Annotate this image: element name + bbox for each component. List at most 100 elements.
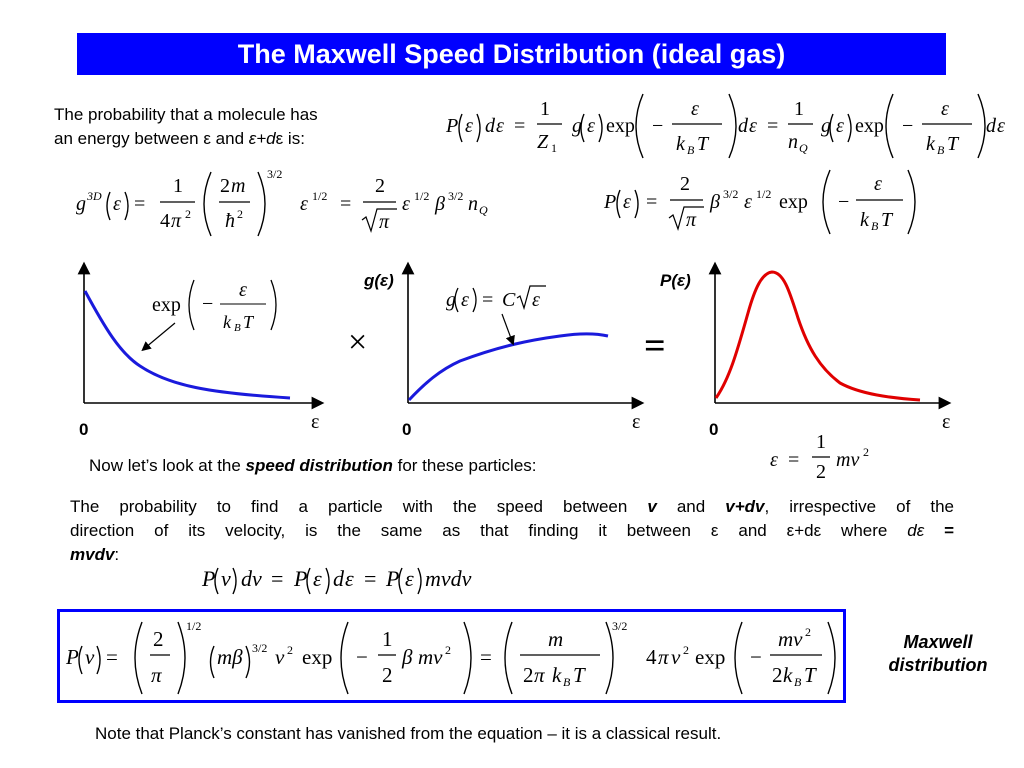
- speed-distribution-line: Now let’s look at the speed distribution…: [89, 454, 537, 478]
- svg-text:v: v: [85, 645, 95, 669]
- svg-text:g: g: [572, 115, 582, 137]
- exp-annotation-label: exp: [152, 294, 181, 316]
- svg-text:C: C: [502, 289, 516, 311]
- intro-text: The probability that a molecule has an e…: [54, 103, 419, 151]
- svg-text:2: 2: [220, 175, 230, 197]
- intro-and: and: [210, 129, 249, 148]
- svg-text:ε: ε: [313, 566, 322, 591]
- prob-eps: ε: [710, 521, 719, 540]
- svg-text:T: T: [947, 133, 960, 155]
- prob-mvdv: mvdv: [70, 545, 115, 564]
- probability-paragraph: The probability to find a particle with …: [70, 495, 954, 567]
- svg-text:P: P: [445, 115, 458, 137]
- energy-graph-x-label: ε: [942, 411, 950, 433]
- svg-text:T: T: [573, 663, 586, 687]
- intro-eps: ε: [203, 129, 211, 148]
- svg-text:2: 2: [816, 461, 826, 482]
- svg-text:d: d: [333, 566, 345, 591]
- svg-text:1/2: 1/2: [414, 189, 429, 203]
- prob-colon: :: [114, 545, 120, 564]
- svg-text:2: 2: [523, 663, 534, 687]
- svg-text:3/2: 3/2: [252, 641, 267, 655]
- intro-line2: an energy between ε and ε+dε is:: [54, 127, 419, 151]
- svg-text:ε: ε: [239, 279, 247, 301]
- svg-text:2: 2: [805, 625, 811, 639]
- density-graph: g ε = C ε g(ε) 0 ε: [363, 261, 645, 439]
- svg-text:=: =: [514, 115, 525, 137]
- svg-text:1: 1: [551, 141, 557, 155]
- svg-text:v: v: [221, 566, 231, 591]
- energy-curve: [714, 270, 921, 402]
- svg-text:mv: mv: [418, 645, 443, 669]
- energy-graph-y-label: P(ε): [660, 271, 691, 290]
- svg-text:Q: Q: [799, 141, 808, 155]
- svg-text:ε: ε: [465, 115, 473, 137]
- prob-deps: dε: [907, 521, 925, 540]
- planck-note: Note that Planck’s constant has vanished…: [95, 724, 722, 743]
- speed-line-prefix: Now let’s look at the: [89, 456, 246, 475]
- svg-text:v: v: [275, 645, 285, 669]
- svg-text:2: 2: [683, 643, 689, 657]
- svg-text:ε: ε: [749, 115, 757, 137]
- svg-text:ε: ε: [405, 566, 414, 591]
- svg-text:v: v: [671, 645, 681, 669]
- svg-text:T: T: [243, 312, 255, 332]
- svg-text:ε: ε: [402, 193, 410, 215]
- svg-text:=: =: [106, 645, 118, 669]
- svg-text:1/2: 1/2: [756, 187, 771, 201]
- intro-eps-plus: ε+d: [248, 129, 276, 148]
- svg-text:B: B: [794, 675, 802, 689]
- exp-annotation-arrow: [141, 322, 176, 352]
- svg-text:3/2: 3/2: [267, 167, 282, 181]
- svg-text:π: π: [534, 663, 545, 687]
- page-title: The Maxwell Speed Distribution (ideal ga…: [237, 38, 786, 69]
- svg-text:B: B: [937, 143, 945, 157]
- svg-text:−: −: [202, 293, 213, 315]
- svg-text:1: 1: [382, 627, 393, 651]
- svg-text:2: 2: [772, 663, 783, 687]
- svg-text:2: 2: [237, 207, 243, 221]
- svg-text:π: π: [686, 209, 697, 231]
- svg-text:3D: 3D: [86, 189, 102, 203]
- svg-text:2: 2: [863, 445, 869, 459]
- svg-text:g: g: [76, 193, 86, 215]
- svg-text:B: B: [687, 143, 695, 157]
- svg-text:exp: exp: [779, 191, 808, 213]
- exp-graph-x-label: ε: [311, 411, 319, 433]
- svg-text:=: =: [482, 289, 493, 311]
- svg-text:ε: ε: [113, 193, 121, 215]
- svg-text:2: 2: [680, 173, 690, 195]
- svg-text:d: d: [738, 115, 749, 137]
- svg-text:P: P: [603, 191, 616, 213]
- svg-text:ε: ε: [300, 193, 308, 215]
- equals-symbol: =: [644, 325, 666, 367]
- prob-l2a: direction of its velocity, is the same a…: [70, 521, 711, 540]
- intro-line1: The probability that a molecule has: [54, 103, 419, 127]
- maxwell-equation-box: [57, 609, 846, 703]
- times-symbol: ×: [348, 324, 367, 361]
- svg-text:n: n: [788, 131, 798, 153]
- svg-text:π: π: [151, 663, 162, 687]
- svg-text:2: 2: [153, 627, 164, 651]
- exp-curve: [83, 290, 291, 400]
- prob-epsd: ε+dε: [786, 521, 822, 540]
- svg-text:1: 1: [173, 175, 183, 197]
- prob-eq: =: [924, 521, 955, 540]
- svg-text:3/2: 3/2: [723, 187, 738, 201]
- prob-where: where: [821, 521, 908, 540]
- svg-text:ε: ε: [623, 191, 631, 213]
- prob-vdv: v+dv: [725, 497, 765, 516]
- svg-text:ħ: ħ: [225, 210, 235, 232]
- svg-text:π: π: [379, 211, 390, 233]
- svg-text:d: d: [986, 115, 997, 137]
- svg-text:m: m: [231, 175, 245, 197]
- svg-text:−: −: [652, 115, 663, 137]
- svg-text:d: d: [485, 115, 496, 137]
- svg-text:k: k: [676, 133, 686, 155]
- density-graph-x-label: ε: [632, 411, 640, 433]
- maxwell-label: Maxwell distribution: [866, 631, 1010, 677]
- svg-text:ε: ε: [874, 173, 882, 195]
